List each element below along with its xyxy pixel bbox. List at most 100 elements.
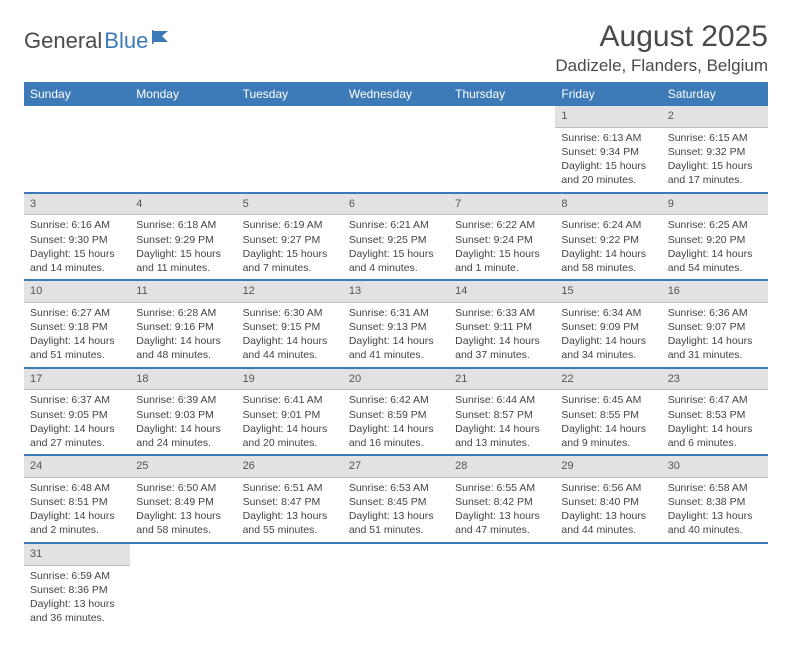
day-detail-cell: Sunrise: 6:36 AMSunset: 9:07 PMDaylight:… <box>662 302 768 367</box>
weekday-header: Friday <box>555 82 661 106</box>
day-detail-cell <box>343 127 449 192</box>
day-number-cell: 1 <box>555 106 661 127</box>
day-number-cell <box>130 106 236 127</box>
sunrise-text: Sunrise: 6:22 AM <box>455 218 549 232</box>
day-number-cell <box>449 543 555 565</box>
daylight-text: Daylight: 14 hours and 41 minutes. <box>349 334 443 362</box>
day-detail-cell: Sunrise: 6:28 AMSunset: 9:16 PMDaylight:… <box>130 302 236 367</box>
day-detail-cell <box>237 565 343 629</box>
sunrise-text: Sunrise: 6:25 AM <box>668 218 762 232</box>
sunset-text: Sunset: 8:55 PM <box>561 408 655 422</box>
day-number-cell: 10 <box>24 280 130 302</box>
sunset-text: Sunset: 8:57 PM <box>455 408 549 422</box>
day-detail-cell: Sunrise: 6:19 AMSunset: 9:27 PMDaylight:… <box>237 215 343 280</box>
sunrise-text: Sunrise: 6:33 AM <box>455 306 549 320</box>
sunrise-text: Sunrise: 6:16 AM <box>30 218 124 232</box>
detail-row: Sunrise: 6:48 AMSunset: 8:51 PMDaylight:… <box>24 477 768 542</box>
sunset-text: Sunset: 9:13 PM <box>349 320 443 334</box>
day-detail-cell: Sunrise: 6:13 AMSunset: 9:34 PMDaylight:… <box>555 127 661 192</box>
day-detail-cell: Sunrise: 6:55 AMSunset: 8:42 PMDaylight:… <box>449 477 555 542</box>
weekday-header: Monday <box>130 82 236 106</box>
daylight-text: Daylight: 14 hours and 34 minutes. <box>561 334 655 362</box>
sunrise-text: Sunrise: 6:37 AM <box>30 393 124 407</box>
daylight-text: Daylight: 13 hours and 36 minutes. <box>30 597 124 625</box>
sunset-text: Sunset: 8:51 PM <box>30 495 124 509</box>
sunset-text: Sunset: 9:30 PM <box>30 233 124 247</box>
sunrise-text: Sunrise: 6:31 AM <box>349 306 443 320</box>
day-number-cell: 6 <box>343 193 449 215</box>
daynum-row: 31 <box>24 543 768 565</box>
day-number-cell: 4 <box>130 193 236 215</box>
daylight-text: Daylight: 15 hours and 7 minutes. <box>243 247 337 275</box>
day-detail-cell <box>449 565 555 629</box>
day-detail-cell <box>343 565 449 629</box>
daylight-text: Daylight: 14 hours and 20 minutes. <box>243 422 337 450</box>
location: Dadizele, Flanders, Belgium <box>555 56 768 76</box>
day-detail-cell <box>449 127 555 192</box>
day-detail-cell: Sunrise: 6:59 AMSunset: 8:36 PMDaylight:… <box>24 565 130 629</box>
daylight-text: Daylight: 14 hours and 6 minutes. <box>668 422 762 450</box>
day-number-cell: 23 <box>662 368 768 390</box>
day-detail-cell <box>555 565 661 629</box>
daylight-text: Daylight: 15 hours and 4 minutes. <box>349 247 443 275</box>
detail-row: Sunrise: 6:16 AMSunset: 9:30 PM Daylight:… <box>24 215 768 280</box>
sunset-text: Sunset: 8:49 PM <box>136 495 230 509</box>
brand-word1: General <box>24 28 102 54</box>
day-detail-cell: Sunrise: 6:56 AMSunset: 8:40 PMDaylight:… <box>555 477 661 542</box>
day-number-cell: 27 <box>343 455 449 477</box>
daylight-text: Daylight: 14 hours and 37 minutes. <box>455 334 549 362</box>
day-number-cell: 8 <box>555 193 661 215</box>
day-detail-cell: Sunrise: 6:53 AMSunset: 8:45 PMDaylight:… <box>343 477 449 542</box>
day-detail-cell: Sunrise: 6:48 AMSunset: 8:51 PMDaylight:… <box>24 477 130 542</box>
sunset-text: Sunset: 9:01 PM <box>243 408 337 422</box>
day-number-cell: 5 <box>237 193 343 215</box>
sunrise-text: Sunrise: 6:56 AM <box>561 481 655 495</box>
daylight-text: Daylight: 14 hours and 51 minutes. <box>30 334 124 362</box>
daylight-text: Daylight: 13 hours and 40 minutes. <box>668 509 762 537</box>
day-number-cell <box>343 543 449 565</box>
day-number-cell <box>555 543 661 565</box>
day-detail-cell: Sunrise: 6:42 AMSunset: 8:59 PMDaylight:… <box>343 390 449 455</box>
day-detail-cell: Sunrise: 6:41 AMSunset: 9:01 PMDaylight:… <box>237 390 343 455</box>
sunset-text: Sunset: 9:20 PM <box>668 233 762 247</box>
sunrise-text: Sunrise: 6:27 AM <box>30 306 124 320</box>
sunset-text: Sunset: 8:42 PM <box>455 495 549 509</box>
day-detail-cell: Sunrise: 6:22 AMSunset: 9:24 PMDaylight:… <box>449 215 555 280</box>
daylight-text: Daylight: 14 hours and 2 minutes. <box>30 509 124 537</box>
day-number-cell <box>662 543 768 565</box>
daynum-row: 12 <box>24 106 768 127</box>
day-number-cell <box>130 543 236 565</box>
day-number-cell: 2 <box>662 106 768 127</box>
daylight-text: Daylight: 14 hours and 16 minutes. <box>349 422 443 450</box>
sunrise-text: Sunrise: 6:30 AM <box>243 306 337 320</box>
day-number-cell: 13 <box>343 280 449 302</box>
day-number-cell <box>237 106 343 127</box>
sunset-text: Sunset: 9:05 PM <box>30 408 124 422</box>
sunset-text: Sunset: 9:07 PM <box>668 320 762 334</box>
sunset-text: Sunset: 8:38 PM <box>668 495 762 509</box>
day-detail-cell <box>662 565 768 629</box>
sunrise-text: Sunrise: 6:51 AM <box>243 481 337 495</box>
day-detail-cell: Sunrise: 6:24 AMSunset: 9:22 PMDaylight:… <box>555 215 661 280</box>
daylight-text: Daylight: 15 hours and 1 minute. <box>455 247 549 275</box>
brand-word2: Blue <box>104 28 148 54</box>
day-detail-cell: Sunrise: 6:44 AMSunset: 8:57 PMDaylight:… <box>449 390 555 455</box>
day-detail-cell: Sunrise: 6:31 AMSunset: 9:13 PMDaylight:… <box>343 302 449 367</box>
weekday-header: Sunday <box>24 82 130 106</box>
sunrise-text: Sunrise: 6:19 AM <box>243 218 337 232</box>
detail-row: Sunrise: 6:13 AMSunset: 9:34 PMDaylight:… <box>24 127 768 192</box>
day-number-cell: 21 <box>449 368 555 390</box>
daynum-row: 24252627282930 <box>24 455 768 477</box>
day-number-cell: 29 <box>555 455 661 477</box>
sunrise-text: Sunrise: 6:39 AM <box>136 393 230 407</box>
daylight-text: Daylight: 14 hours and 9 minutes. <box>561 422 655 450</box>
daylight-text: Daylight: 13 hours and 47 minutes. <box>455 509 549 537</box>
day-number-cell: 20 <box>343 368 449 390</box>
sunset-text: Sunset: 9:32 PM <box>668 145 762 159</box>
weekday-header: Wednesday <box>343 82 449 106</box>
day-number-cell: 18 <box>130 368 236 390</box>
day-detail-cell: Sunrise: 6:39 AMSunset: 9:03 PMDaylight:… <box>130 390 236 455</box>
daylight-text: Daylight: 15 hours and 20 minutes. <box>561 159 655 187</box>
flag-icon <box>152 28 174 44</box>
day-detail-cell: Sunrise: 6:51 AMSunset: 8:47 PMDaylight:… <box>237 477 343 542</box>
